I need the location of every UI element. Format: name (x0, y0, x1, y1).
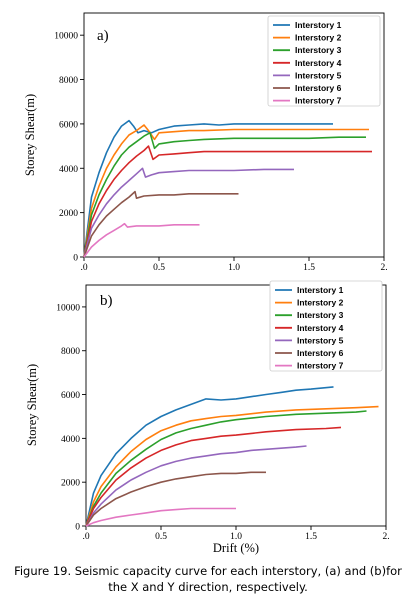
legend-entry: Interstory 5 (295, 70, 342, 80)
x-tick-label: 1.0 (230, 532, 242, 542)
chart-panel-b: 0 2000 4000 6000 8000 10000 .0 0.5 1.0 1.5 2. Store… (25, 280, 390, 555)
series-line-interstory-5 (83, 167, 294, 258)
legend-entry: Interstory 4 (295, 58, 342, 68)
legend-box (269, 280, 383, 372)
y-tick-label: 10000 (54, 32, 78, 42)
x-tick-label: 2. (380, 263, 387, 273)
chart-panel-a: 0 2000 4000 6000 8000 10000 .0 0.5 1.0 1.5 2. Store… (23, 12, 388, 273)
y-tick-label: 2000 (59, 209, 78, 219)
legend-box (267, 15, 381, 107)
x-tick-label: 0.5 (153, 263, 165, 273)
series-line-interstory-7 (83, 222, 200, 258)
y-tick-label: 2000 (61, 479, 80, 489)
y-tick-label: 8000 (61, 347, 80, 357)
legend-entry: Interstory 7 (297, 361, 344, 371)
series-line-interstory-2 (85, 405, 379, 527)
legend-entry: Interstory 6 (297, 348, 344, 358)
series-line-interstory-1 (83, 119, 333, 258)
caption-line-1: Figure 19. Seismic capacity curve for ea… (14, 564, 402, 578)
x-tick-label: .0 (80, 263, 87, 273)
series-line-interstory-3 (83, 132, 366, 258)
caption-line-2: the X and Y direction, respectively. (108, 580, 308, 594)
legend-entry: Interstory 1 (297, 285, 344, 295)
y-axis-label: Storey Shear(m) (23, 94, 37, 176)
y-tick-label: 6000 (59, 120, 78, 130)
series-line-interstory-6 (83, 190, 239, 258)
legend-entry: Interstory 2 (297, 298, 344, 308)
y-tick-label: 4000 (59, 165, 78, 175)
x-tick-label: 1.5 (303, 263, 315, 273)
y-tick-label: 6000 (61, 391, 80, 401)
legend-entry: Interstory 1 (295, 20, 342, 30)
legend-entry: Interstory 3 (297, 310, 344, 320)
series-line-interstory-6 (85, 471, 266, 527)
series-line-interstory-2 (83, 124, 369, 258)
y-tick-label: 0 (73, 254, 78, 264)
series-line-interstory-4 (85, 426, 342, 527)
y-tick-label: 0 (75, 523, 80, 533)
y-tick-label: 10000 (56, 303, 80, 313)
legend-entry: Interstory 2 (295, 33, 342, 43)
legend: Interstory 1 Interstory 2 Interstory 3 Inte… (269, 280, 383, 372)
x-tick-label: 1.0 (228, 263, 240, 273)
panel-label: a) (97, 28, 109, 44)
x-axis-label: Drift (%) (213, 541, 259, 555)
series-line-interstory-3 (85, 410, 367, 527)
y-tick-label: 4000 (61, 435, 80, 445)
legend-entry: Interstory 7 (295, 96, 342, 106)
figure-caption: Figure 19. Seismic capacity curve for ea… (0, 563, 416, 595)
panel-label: b) (100, 293, 113, 309)
legend-entry: Interstory 4 (297, 323, 344, 333)
series-line-interstory-7 (85, 507, 236, 527)
x-tick-label: 1.5 (305, 532, 317, 542)
legend-entry: Interstory 3 (295, 45, 342, 55)
x-tick-label: .0 (82, 532, 89, 542)
series-line-interstory-1 (85, 386, 334, 527)
legend-entry: Interstory 6 (295, 83, 342, 93)
legend: Interstory 1 Interstory 2 Interstory 3 Inte… (267, 15, 381, 107)
legend-entry: Interstory 5 (297, 335, 344, 345)
y-tick-label: 8000 (59, 76, 78, 86)
y-axis-label: Storey Shear(m) (25, 364, 39, 446)
series-line-interstory-4 (83, 145, 372, 258)
series-line-interstory-5 (85, 445, 307, 527)
x-tick-label: 0.5 (155, 532, 167, 542)
figure-charts: 0 2000 4000 6000 8000 10000 .0 0.5 1.0 1.5 2. Store… (23, 12, 390, 555)
x-tick-label: 2. (382, 532, 389, 542)
